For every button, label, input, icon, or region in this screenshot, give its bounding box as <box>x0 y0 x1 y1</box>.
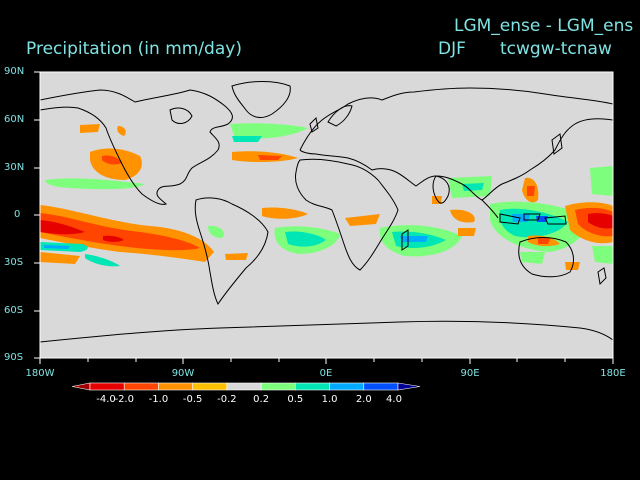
colorbar-label: 0.2 <box>253 394 270 405</box>
anomaly-patch <box>345 214 380 226</box>
colorbar-label: -0.2 <box>217 394 237 405</box>
anomaly-patch <box>40 213 200 251</box>
lon-label: 0E <box>319 368 333 379</box>
anomaly-patch <box>40 252 80 264</box>
colorbar-box <box>192 382 228 391</box>
coastline <box>194 197 269 305</box>
anomaly-patch <box>102 155 122 165</box>
anomaly-patch <box>458 228 476 236</box>
anomaly-patch <box>262 207 308 219</box>
anomaly-patch <box>285 231 326 247</box>
anomaly-patch <box>520 252 545 264</box>
colorbar-label: -0.5 <box>182 394 203 405</box>
anomaly-patch <box>103 235 124 242</box>
coastline <box>432 175 450 204</box>
coastline <box>309 116 319 133</box>
lon-label: 90E <box>460 368 480 379</box>
coastline <box>295 158 399 271</box>
coastline <box>40 320 613 343</box>
precipitation-anomaly-field <box>40 123 613 270</box>
colorbar-arrow-high <box>397 382 421 391</box>
colorbar-box <box>329 382 365 391</box>
colorbar-box <box>260 382 296 391</box>
coastline <box>597 267 607 286</box>
lat-label: 60S <box>4 305 24 316</box>
coastline <box>551 133 563 155</box>
lat-label: 30N <box>4 162 25 173</box>
lat-label: 60N <box>4 114 25 125</box>
colorbar-box <box>123 382 159 391</box>
coastline <box>169 107 193 124</box>
coastline <box>231 81 291 118</box>
coastline <box>40 89 233 205</box>
lat-label: 0 <box>14 209 21 220</box>
anomaly-patch <box>117 126 126 136</box>
anomaly-patch <box>232 136 262 142</box>
colorbar-label: 0.5 <box>287 394 304 405</box>
colorbar-arrow-low <box>71 382 91 391</box>
anomaly-patch <box>590 166 613 196</box>
anomaly-patch <box>258 155 282 160</box>
coastline <box>327 105 353 127</box>
anomaly-patch <box>512 214 530 222</box>
coastline <box>299 87 613 201</box>
lon-label: 90W <box>171 368 195 379</box>
colorbar-box <box>226 382 262 391</box>
anomaly-patch <box>538 238 550 244</box>
anomaly-patch <box>85 254 120 267</box>
lon-ticks <box>39 358 614 364</box>
anomaly-patch <box>40 220 85 235</box>
coastline <box>401 229 409 251</box>
colorbar-box <box>158 382 193 391</box>
coastline <box>481 199 567 225</box>
anomaly-patch <box>450 209 475 223</box>
colorbar-box <box>89 382 125 391</box>
plot-title: Precipitation (in mm/day) <box>26 39 242 59</box>
anomaly-patch <box>208 225 225 238</box>
lon-label: 180W <box>25 368 55 379</box>
colorbar-label: 4.0 <box>386 394 402 405</box>
anomaly-patch <box>588 213 613 229</box>
colorbar <box>71 382 421 391</box>
colorbar-label: -2.0 <box>114 394 134 405</box>
anomaly-patch <box>225 253 248 260</box>
colorbar-box <box>295 382 330 391</box>
anomaly-patch <box>80 124 100 133</box>
colorbar-box <box>363 382 399 391</box>
colorbar-label: -4.0 <box>96 394 116 405</box>
colorbar-label: 2.0 <box>355 394 372 405</box>
coastlines <box>40 81 613 343</box>
anomaly-patch <box>44 245 70 249</box>
experiment-title: LGM_ense - LGM_ens <box>454 16 634 36</box>
lon-label: 180E <box>600 368 626 379</box>
colorbar-label: 1.0 <box>321 394 338 405</box>
experiment-code: tcwgw-tcnaw <box>500 39 612 59</box>
coastline <box>518 237 574 278</box>
anomaly-patch <box>230 123 308 139</box>
lat-label: 90S <box>4 352 24 363</box>
anomaly-patch <box>527 186 535 196</box>
anomaly-patch <box>400 236 428 242</box>
anomaly-patch <box>592 246 613 264</box>
lat-ticks <box>34 71 40 359</box>
colorbar-label: -1.0 <box>148 394 169 405</box>
anomaly-patch <box>45 178 145 190</box>
lat-label: 30S <box>4 257 24 268</box>
season-label: DJF <box>438 39 466 59</box>
anomaly-patch <box>462 183 484 191</box>
lat-label: 90N <box>4 66 25 77</box>
